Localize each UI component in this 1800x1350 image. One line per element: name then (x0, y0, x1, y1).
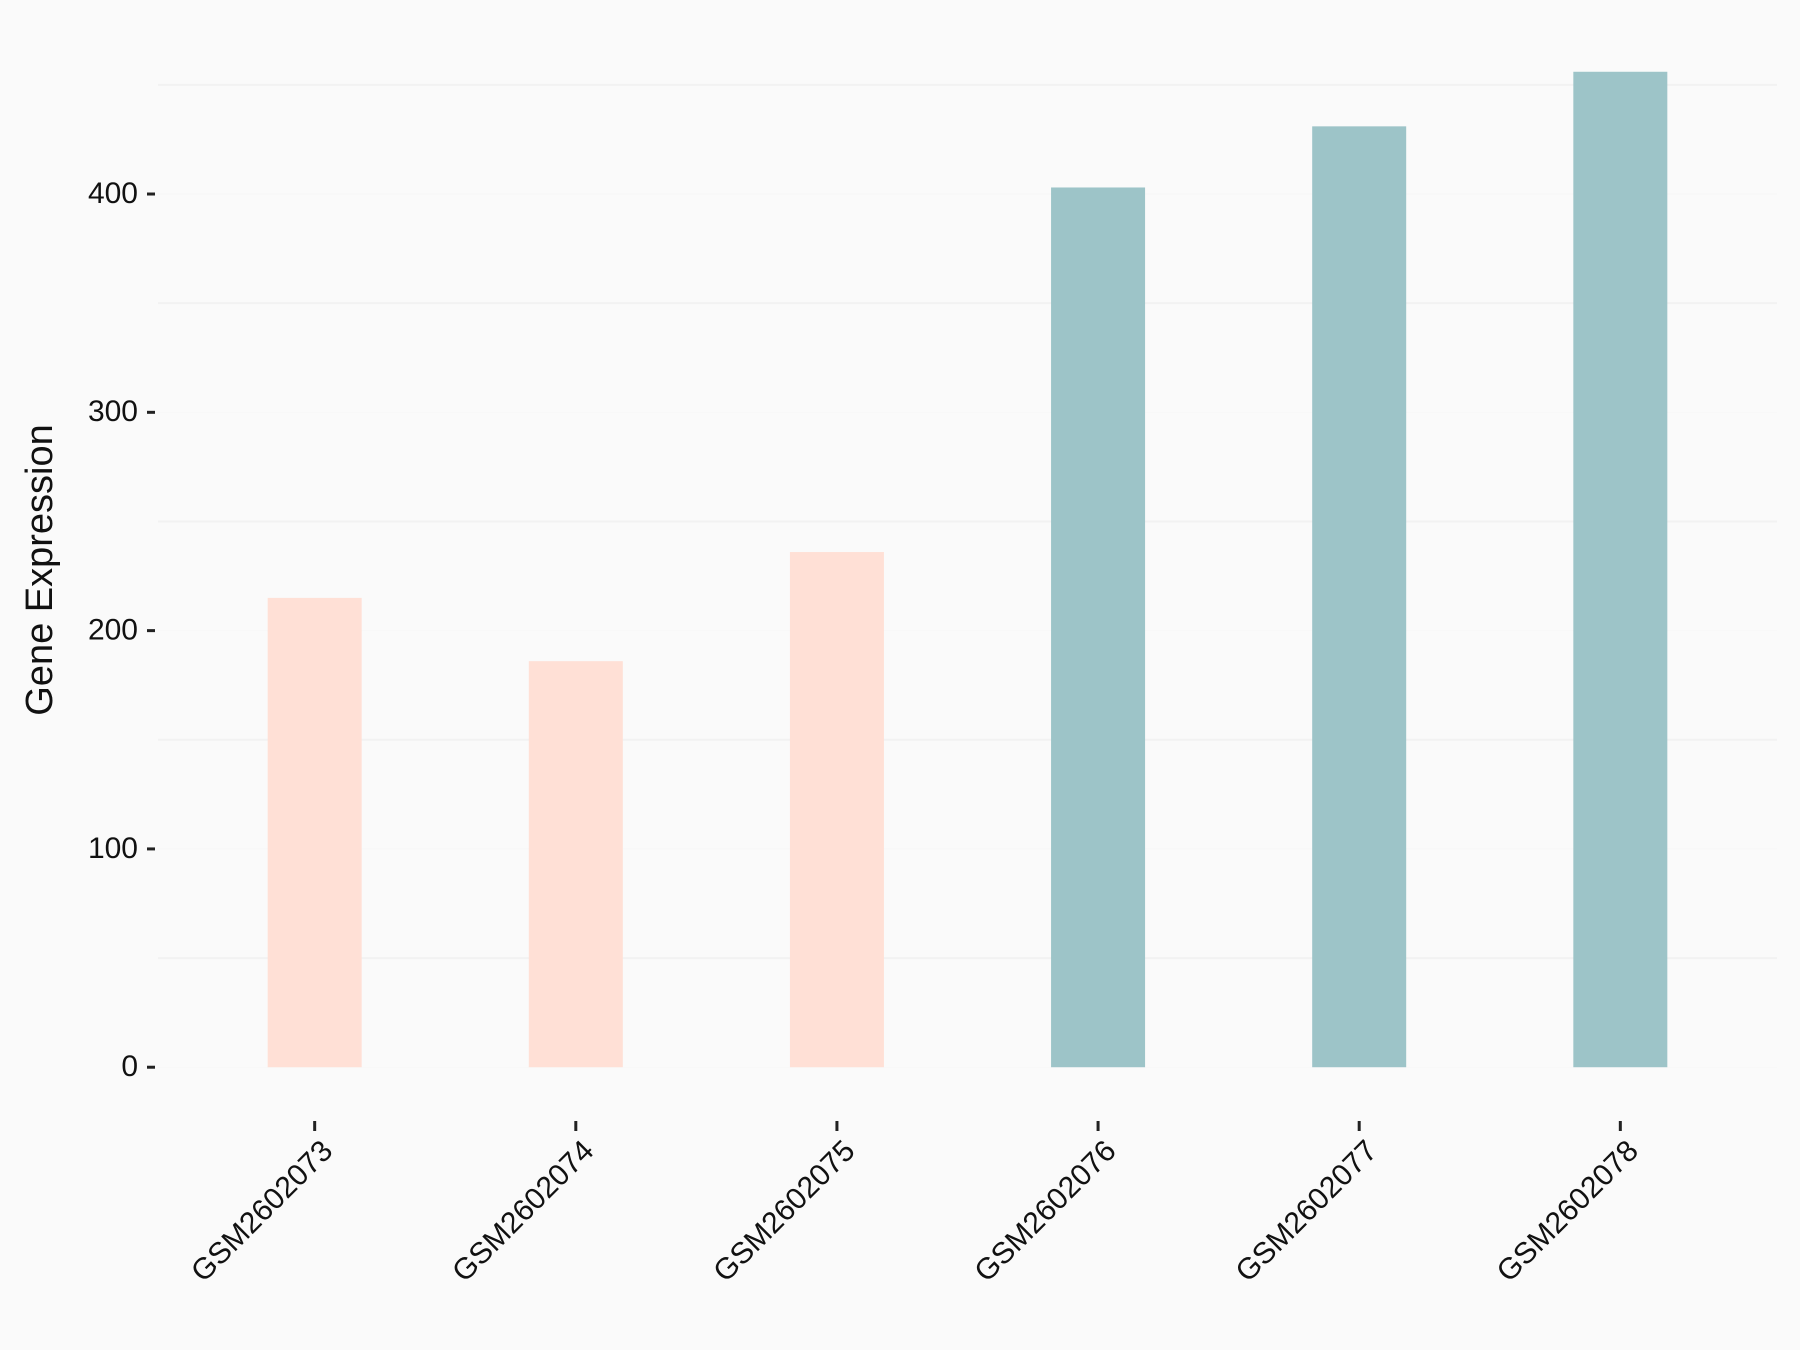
y-axis-title: Gene Expression (19, 424, 61, 716)
bar (789, 552, 884, 1068)
y-tick-label: 200 (88, 614, 138, 647)
y-tick-label: 100 (88, 832, 138, 865)
bar (1573, 71, 1668, 1068)
y-tick-label: 300 (88, 395, 138, 428)
y-tick-label: 400 (88, 177, 138, 210)
y-tick-label: 0 (121, 1050, 138, 1083)
bar (267, 597, 362, 1068)
bar (1051, 187, 1146, 1068)
bar (528, 661, 623, 1068)
bar (1312, 126, 1407, 1068)
